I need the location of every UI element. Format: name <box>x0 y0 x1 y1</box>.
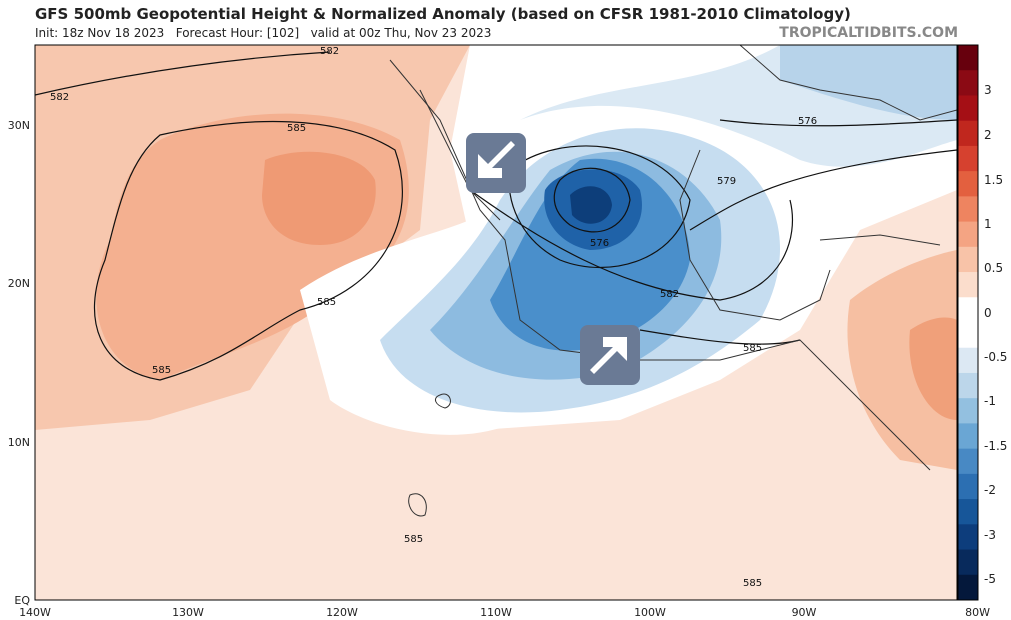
colorbar-cell <box>958 45 978 71</box>
colorbar-label: -1.5 <box>984 439 1007 453</box>
colorbar-label: 2 <box>984 128 992 142</box>
colorbar-cell <box>958 145 978 172</box>
contour-label: 576 <box>590 238 609 249</box>
colorbar-cell <box>958 574 978 601</box>
colorbar-label: -0.5 <box>984 350 1007 364</box>
colorbar-cell <box>958 196 978 223</box>
colorbar-cell <box>958 524 978 551</box>
colorbar-cell <box>958 322 978 349</box>
colorbar-cell <box>958 95 978 122</box>
arrow-ne <box>580 325 640 385</box>
colorbar-frame <box>957 44 979 601</box>
colorbar-cell <box>958 221 978 248</box>
watermark: TROPICALTIDBITS.COM <box>779 25 958 41</box>
lat-label: 20N <box>8 277 30 290</box>
colorbar-label: -1 <box>984 394 996 408</box>
colorbar-label: 1 <box>984 217 992 231</box>
colorbar-label: 0 <box>984 306 992 320</box>
colorbar-cell <box>958 272 978 298</box>
lon-labels: 140W 130W 120W 110W 100W 90W 80W <box>19 606 990 619</box>
colorbar: 3 2 1.5 1 0.5 0 -0.5 -1 -1.5 -2 -3 -5 <box>957 44 1007 601</box>
lon-label: 110W <box>480 606 512 619</box>
contour-label: 579 <box>717 176 736 187</box>
contour-label: 585 <box>404 534 423 545</box>
colorbar-label: -3 <box>984 528 996 542</box>
lon-label: 140W <box>19 606 51 619</box>
colorbar-cell <box>958 398 978 424</box>
lat-labels: 30N 20N 10N EQ <box>8 119 31 607</box>
contour-label: 585 <box>317 297 336 308</box>
colorbar-cell <box>958 549 978 576</box>
colorbar-cell <box>958 448 978 475</box>
contour-labels: 582 582 585 585 585 576 579 576 582 585 … <box>50 46 817 589</box>
lon-label: 80W <box>965 606 990 619</box>
colorbar-label: 3 <box>984 83 992 97</box>
colorbar-cell <box>958 70 978 96</box>
lon-label: 90W <box>792 606 817 619</box>
map-frame <box>34 44 958 601</box>
lat-label: 10N <box>8 436 30 449</box>
colorbar-label: -2 <box>984 483 996 497</box>
colorbar-cell <box>958 423 978 450</box>
contour-label: 576 <box>798 116 817 127</box>
contour-label: 582 <box>320 46 339 57</box>
lon-label: 100W <box>634 606 666 619</box>
colorbar-cell <box>958 347 978 374</box>
colorbar-label: 1.5 <box>984 173 1003 187</box>
lat-label: EQ <box>14 594 30 607</box>
title: GFS 500mb Geopotential Height & Normaliz… <box>35 5 851 23</box>
subtitle: Init: 18z Nov 18 2023 Forecast Hour: [10… <box>35 26 491 40</box>
colorbar-cell <box>958 171 978 197</box>
lon-label: 120W <box>326 606 358 619</box>
lat-label: 30N <box>8 119 30 132</box>
contour-label: 582 <box>660 289 679 300</box>
colorbar-label: -5 <box>984 572 996 586</box>
contour-label: 585 <box>743 343 762 354</box>
contour-label: 585 <box>287 123 306 134</box>
colorbar-cell <box>958 246 978 273</box>
contour-label: 585 <box>152 365 171 376</box>
colorbar-cell <box>958 297 978 323</box>
colorbar-label: 0.5 <box>984 261 1003 275</box>
colorbar-cell <box>958 120 978 147</box>
colorbar-cell <box>958 499 978 525</box>
colorbar-cell <box>958 372 978 399</box>
contour-label: 582 <box>50 92 69 103</box>
map <box>35 45 957 600</box>
contour-label: 585 <box>743 578 762 589</box>
lon-label: 130W <box>172 606 204 619</box>
arrow-sw <box>466 133 526 193</box>
colorbar-cell <box>958 473 978 500</box>
